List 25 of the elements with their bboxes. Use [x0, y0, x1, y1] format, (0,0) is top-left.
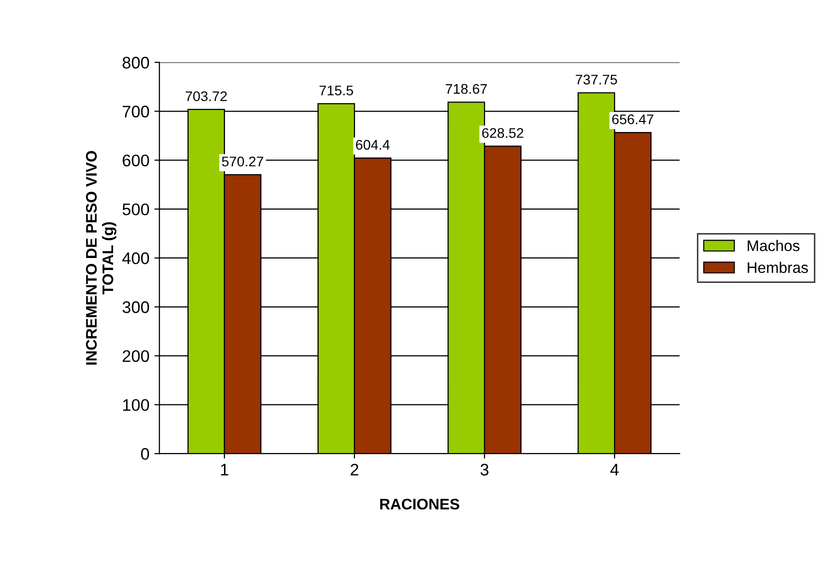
legend-label: Hembras: [748, 262, 808, 274]
y-tick-label: 100: [123, 399, 150, 411]
y-tick-label: 200: [122, 350, 150, 362]
x-axis-title: RACIONES: [380, 498, 460, 510]
legend-label: Machos: [748, 240, 800, 252]
data-label: 718.67: [446, 84, 487, 94]
y-tick-label: 600: [122, 154, 150, 166]
x-tick-label: 4: [610, 464, 619, 476]
y-axis-title: INCREMENTO DE PESO VIVO TOTAL (g): [86, 150, 116, 365]
data-label: 715.5: [320, 86, 354, 96]
data-label: 737.75: [576, 74, 618, 85]
data-label: 703.72: [186, 91, 227, 102]
y-tick-label: 700: [122, 106, 150, 118]
y-tick-label: 400: [122, 252, 150, 264]
data-label: 570.27: [222, 156, 264, 166]
x-tick-label: 1: [221, 464, 228, 476]
y-tick-label: 500: [122, 203, 150, 216]
data-label: 604.4: [356, 140, 390, 150]
x-tick-label: 2: [350, 464, 358, 476]
y-tick-label: 800: [122, 56, 150, 69]
data-label: 656.47: [612, 114, 654, 124]
y-tick-label: 300: [122, 301, 150, 314]
data-label: 628.52: [482, 128, 524, 138]
x-tick-label: 3: [480, 464, 488, 476]
y-tick-label: 0: [141, 448, 150, 460]
